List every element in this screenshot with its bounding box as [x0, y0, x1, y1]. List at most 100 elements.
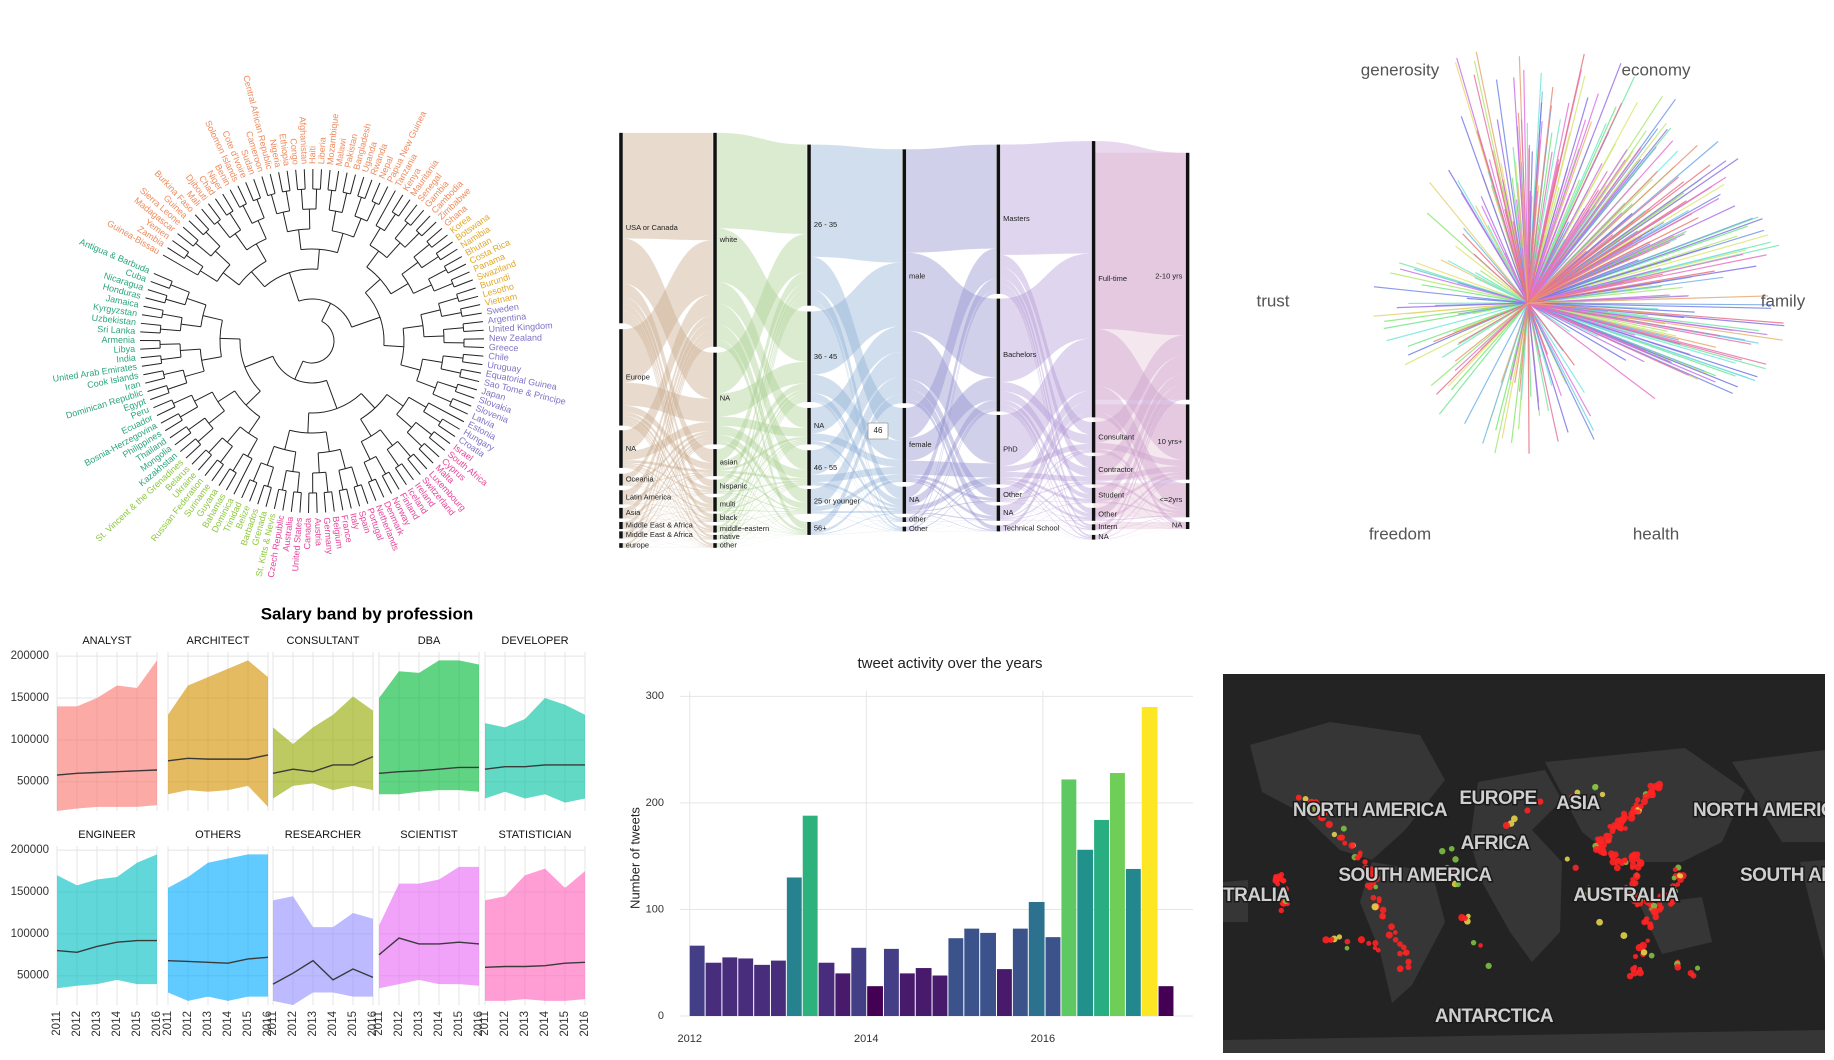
branch: [453, 279, 473, 288]
flow: [1000, 501, 1092, 530]
spoke: [1476, 130, 1529, 304]
node-label: Other: [1098, 509, 1117, 518]
quake: [1344, 945, 1350, 951]
flow: [1000, 141, 1092, 255]
flow: [622, 423, 713, 539]
branch: [145, 377, 165, 384]
leaf-label: St. Vincent & the Grenadines: [94, 457, 186, 544]
branch: [232, 453, 244, 472]
median-line: [272, 755, 374, 775]
spoke: [1462, 233, 1529, 304]
branch: [375, 190, 396, 226]
flow: [716, 483, 807, 522]
flow: [622, 474, 713, 529]
spoke: [1527, 270, 1715, 304]
quake: [1568, 794, 1575, 800]
node-label: 46 - 55: [814, 463, 837, 472]
quake: [1669, 890, 1675, 895]
branch: [140, 355, 161, 359]
x-tick-label: 2012: [287, 1011, 299, 1037]
quake: [1623, 884, 1629, 890]
spoke: [1527, 217, 1699, 304]
flow: [716, 324, 807, 503]
node-label: 26 - 35: [814, 220, 837, 229]
quake: [1671, 875, 1677, 881]
land-shape: [1360, 862, 1445, 1003]
branch: [248, 416, 261, 434]
quake: [1371, 903, 1379, 911]
node: [619, 473, 623, 486]
bar: [883, 948, 899, 1016]
tooltip-box: [867, 422, 889, 440]
branch: [413, 243, 430, 258]
dendrogram-panel: Guinea-BissauZambiaYemenMadagascarSierra…: [52, 74, 567, 578]
x-tick-label: 2011: [479, 1011, 491, 1036]
node-label: white: [719, 235, 738, 244]
node: [807, 407, 811, 445]
quake: [1302, 796, 1309, 802]
branch-arc: [302, 320, 335, 364]
spoke: [1527, 200, 1687, 304]
quake: [1634, 902, 1640, 908]
flow: [906, 501, 997, 522]
quake: [1620, 932, 1628, 940]
branch: [288, 272, 300, 302]
branch: [360, 441, 371, 460]
flow: [1095, 452, 1186, 528]
flow: [810, 479, 903, 534]
spoke: [1396, 302, 1529, 309]
branch: [222, 272, 240, 286]
branch: [440, 248, 458, 261]
branch: [461, 368, 482, 374]
quake: [1331, 831, 1338, 838]
branch: [201, 208, 215, 225]
node: [807, 521, 811, 535]
leaf-label: Iran: [124, 379, 141, 392]
bar: [851, 947, 867, 1016]
quake: [1280, 877, 1287, 884]
flow: [622, 340, 713, 536]
land: [1223, 722, 1825, 1053]
quake: [1596, 918, 1603, 926]
quake: [1656, 906, 1663, 913]
quake: [1628, 891, 1635, 898]
node-label: asian: [720, 458, 738, 467]
branch: [217, 221, 231, 238]
bar: [818, 962, 835, 1016]
flow: [906, 278, 997, 498]
flow: [1000, 284, 1092, 514]
bar: [1125, 868, 1141, 1016]
branch: [205, 231, 221, 247]
branch: [360, 418, 372, 437]
flow: [716, 493, 807, 534]
salary-band: [168, 660, 268, 807]
leaf-label: Sri Lanka: [97, 324, 136, 336]
branch: [451, 271, 470, 281]
x-tick-label: 2012: [182, 1011, 194, 1037]
branch: [165, 298, 186, 306]
flow: [810, 400, 903, 530]
strip-title: ANALYST: [82, 635, 132, 647]
flow: [1000, 391, 1092, 477]
flow: [622, 485, 713, 532]
flow: [716, 521, 807, 535]
flow: [716, 473, 807, 511]
flow: [622, 538, 713, 548]
flow: [906, 474, 997, 501]
flow: [622, 503, 713, 522]
spoke: [1527, 148, 1530, 304]
flow: [716, 339, 807, 530]
branch: [408, 396, 427, 408]
quake: [1279, 872, 1285, 878]
branch: [369, 227, 381, 246]
node: [1091, 487, 1096, 504]
flow: [716, 442, 807, 521]
spoke: [1527, 302, 1595, 440]
spoke: [1430, 302, 1529, 387]
median-line: [378, 937, 480, 956]
spoke: [1527, 246, 1709, 304]
branch: [365, 278, 381, 294]
quake: [1295, 794, 1302, 801]
median-line: [484, 961, 586, 969]
spoke: [1527, 241, 1671, 304]
